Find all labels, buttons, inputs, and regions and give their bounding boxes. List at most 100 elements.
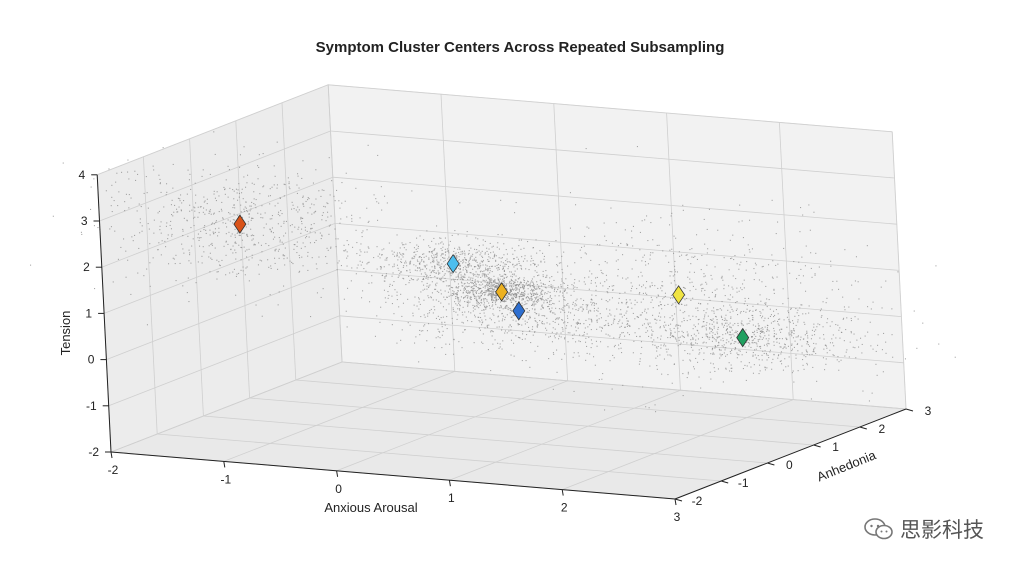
cloud-point	[593, 356, 595, 358]
cloud-point	[298, 209, 300, 211]
cloud-point	[522, 295, 524, 297]
cloud-point	[710, 353, 712, 355]
grid-line	[101, 176, 333, 268]
cloud-point	[398, 269, 400, 271]
cloud-point	[347, 255, 349, 257]
cloud-point	[188, 249, 190, 251]
cloud-point	[490, 252, 492, 254]
cloud-point	[742, 237, 744, 239]
cloud-point	[522, 260, 524, 262]
cloud-point	[328, 157, 330, 159]
cloud-point	[233, 190, 235, 192]
cloud-point	[717, 309, 719, 311]
cloud-point	[554, 287, 556, 289]
cloud-point	[516, 294, 518, 296]
cloud-point	[773, 336, 775, 338]
cloud-point	[542, 295, 544, 297]
cloud-point	[562, 330, 564, 332]
cloud-point	[729, 299, 731, 301]
cloud-point	[842, 318, 844, 320]
cloud-point	[301, 256, 303, 258]
cloud-point	[465, 266, 467, 268]
cloud-point	[265, 223, 267, 225]
cloud-point	[498, 347, 500, 349]
cloud-point	[229, 272, 231, 274]
cloud-point	[526, 321, 528, 323]
cloud-point	[730, 352, 732, 354]
cloud-point	[487, 270, 489, 272]
cloud-point	[658, 295, 660, 297]
cloud-point	[533, 289, 535, 291]
cloud-point	[645, 292, 647, 294]
cloud-point	[453, 291, 455, 293]
cloud-point	[536, 322, 538, 324]
cloud-point	[514, 315, 516, 317]
cloud-point	[759, 311, 761, 313]
cloud-point	[711, 337, 713, 339]
cloud-point	[573, 390, 575, 392]
cloud-point	[491, 305, 493, 307]
cloud-point	[647, 263, 649, 265]
cloud-point	[466, 290, 468, 292]
cloud-point	[479, 312, 481, 314]
cloud-point	[746, 304, 748, 306]
cloud-point	[749, 320, 751, 322]
cloud-point	[343, 298, 345, 300]
cloud-point	[495, 298, 497, 300]
cloud-point	[499, 346, 501, 348]
cloud-point	[721, 275, 723, 277]
cloud-point	[721, 301, 723, 303]
cloud-point	[690, 335, 692, 337]
cloud-point	[522, 305, 524, 307]
cloud-point	[425, 273, 427, 275]
cloud-point	[561, 280, 563, 282]
cloud-point	[861, 352, 863, 354]
cloud-point	[519, 264, 521, 266]
cloud-point	[199, 237, 201, 239]
cloud-point	[713, 307, 715, 309]
cloud-point	[296, 245, 298, 247]
cloud-point	[326, 202, 328, 204]
cloud-point	[507, 292, 509, 294]
cloud-point	[624, 326, 626, 328]
cloud-point	[243, 208, 245, 210]
cloud-point	[269, 195, 271, 197]
cloud-point	[466, 282, 468, 284]
cloud-point	[644, 261, 646, 263]
cloud-point	[518, 301, 520, 303]
cloud-point	[704, 314, 706, 316]
cloud-point	[401, 261, 403, 263]
cloud-point	[524, 291, 526, 293]
cloud-point	[791, 335, 793, 337]
cloud-point	[437, 270, 439, 272]
cloud-point	[489, 290, 491, 292]
cloud-point	[488, 283, 490, 285]
cloud-point	[252, 238, 254, 240]
cloud-point	[752, 339, 754, 341]
cloud-point	[700, 269, 702, 271]
cloud-point	[277, 304, 279, 306]
cloud-point	[462, 291, 464, 293]
cloud-point	[662, 298, 664, 300]
cloud-point	[510, 286, 512, 288]
cloud-point	[780, 353, 782, 355]
cloud-point	[419, 329, 421, 331]
cloud-point	[326, 247, 328, 249]
cloud-point	[638, 328, 640, 330]
cloud-point	[746, 342, 748, 344]
cloud-point	[788, 334, 790, 336]
cloud-point	[524, 293, 526, 295]
cloud-point	[258, 166, 260, 168]
cloud-point	[52, 215, 54, 217]
cloud-point	[729, 331, 731, 333]
cloud-point	[368, 220, 370, 222]
cloud-point	[389, 283, 391, 285]
cloud-point	[897, 271, 899, 273]
cloud-point	[661, 281, 663, 283]
x-tick	[561, 489, 564, 496]
cloud-point	[417, 247, 419, 249]
cloud-point	[588, 336, 590, 338]
cloud-point	[160, 221, 162, 223]
cloud-point	[650, 296, 652, 298]
cloud-point	[678, 324, 680, 326]
